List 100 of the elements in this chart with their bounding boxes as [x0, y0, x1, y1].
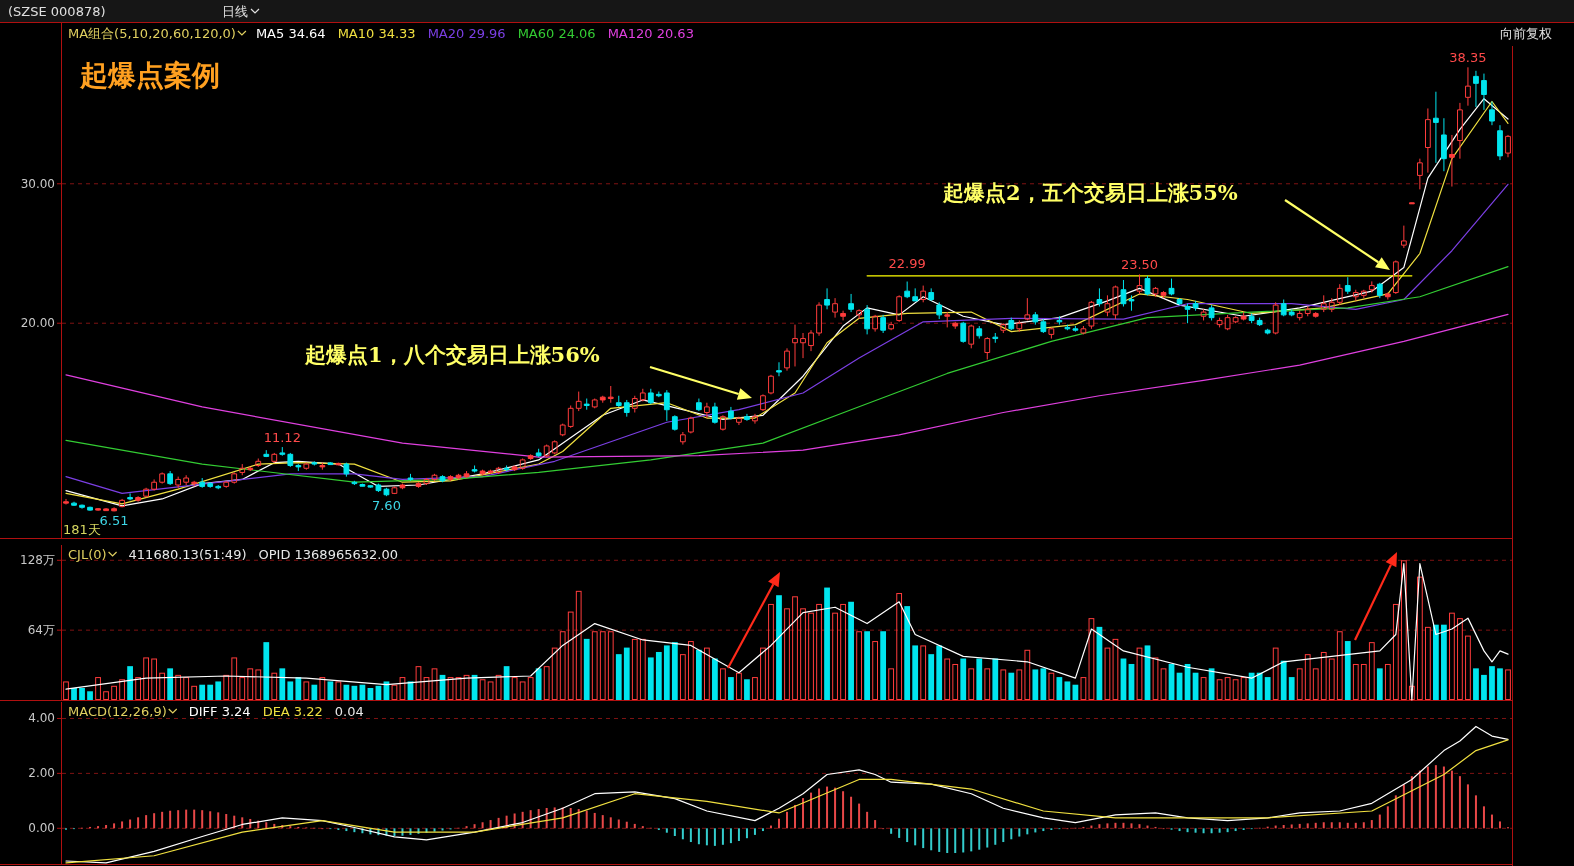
- candlestick: [872, 314, 879, 333]
- candlestick: [1080, 325, 1087, 335]
- bar: [736, 672, 742, 700]
- bar: [777, 818, 780, 829]
- bar: [768, 603, 774, 700]
- candlestick: [535, 448, 542, 458]
- bar: [1232, 679, 1239, 700]
- candlestick: [455, 473, 462, 480]
- bar: [1441, 624, 1447, 700]
- bar: [71, 687, 77, 700]
- annotation: 向前复权: [1500, 26, 1552, 41]
- candlestick: [199, 477, 206, 489]
- bar: [994, 828, 997, 845]
- bar: [1482, 806, 1485, 829]
- bar: [1098, 824, 1101, 829]
- bar: [712, 658, 718, 700]
- line-series: [65, 313, 1509, 458]
- candlestick: [968, 324, 975, 349]
- bar: [1457, 618, 1463, 700]
- candlestick: [840, 310, 846, 321]
- bar: [447, 677, 454, 700]
- bar: [1336, 631, 1343, 700]
- bar: [487, 681, 494, 700]
- bar: [890, 828, 893, 834]
- bar: [1490, 814, 1493, 829]
- bar: [127, 666, 133, 700]
- bar: [599, 631, 606, 700]
- bar: [601, 815, 604, 829]
- bar: [1032, 669, 1039, 700]
- bar: [880, 631, 887, 700]
- bar: [938, 828, 941, 852]
- bar: [559, 631, 566, 700]
- bar: [866, 811, 869, 829]
- bar: [1322, 822, 1325, 829]
- bar: [535, 668, 542, 700]
- bar: [1018, 828, 1021, 837]
- bar: [527, 677, 534, 700]
- bar: [463, 674, 470, 700]
- candlestick: [143, 487, 149, 499]
- candlestick: [1208, 304, 1215, 321]
- bar: [1402, 784, 1405, 829]
- candlestick: [1088, 300, 1095, 330]
- bar: [944, 658, 951, 700]
- candlestick: [1416, 158, 1423, 190]
- bar: [241, 817, 244, 829]
- candlestick: [1304, 306, 1311, 317]
- candlestick: [663, 389, 670, 422]
- bar: [615, 654, 622, 700]
- candlestick: [679, 431, 686, 446]
- bar: [481, 822, 484, 829]
- bar: [287, 681, 294, 700]
- bar: [519, 681, 526, 700]
- bar: [303, 681, 310, 700]
- bar: [1288, 677, 1295, 700]
- bar: [912, 645, 919, 700]
- candlestick: [479, 469, 486, 476]
- candlestick: [207, 481, 214, 489]
- bar: [95, 677, 101, 700]
- annotation: 38.35: [1449, 50, 1487, 66]
- candlestick: [391, 485, 398, 495]
- text: 起爆点案例: [79, 59, 220, 92]
- bar: [874, 820, 877, 829]
- bar: [159, 672, 166, 700]
- bar: [567, 611, 574, 700]
- bar: [858, 803, 861, 829]
- candlestick: [607, 385, 614, 404]
- bar: [850, 796, 853, 829]
- bar: [1210, 828, 1213, 834]
- annotation: 181天: [63, 522, 101, 537]
- bar: [1320, 651, 1327, 700]
- candlestick: [159, 471, 166, 485]
- bar: [1130, 823, 1133, 829]
- bar: [842, 791, 845, 829]
- candlestick: [1216, 317, 1223, 328]
- line-series: [65, 183, 1509, 494]
- candlestick: [1232, 315, 1239, 324]
- candlestick: [271, 452, 278, 464]
- candlestick: [319, 462, 326, 471]
- bar: [473, 824, 476, 829]
- bar: [1360, 663, 1367, 700]
- bar: [1312, 668, 1319, 700]
- bar: [1296, 668, 1303, 700]
- candlestick: [1016, 319, 1023, 333]
- candlestick: [912, 287, 919, 302]
- bar: [978, 828, 981, 850]
- candlestick: [655, 391, 662, 398]
- bar: [1248, 672, 1255, 700]
- bar: [201, 810, 204, 829]
- candlestick: [1288, 308, 1295, 317]
- bar: [111, 685, 117, 700]
- candlestick: [1248, 312, 1255, 324]
- bar: [1394, 795, 1397, 829]
- candlestick: [127, 492, 133, 501]
- bar: [784, 608, 790, 700]
- bar: [279, 668, 286, 700]
- bar: [1378, 814, 1381, 829]
- bar: [848, 601, 854, 700]
- bar: [1330, 822, 1333, 829]
- bar: [936, 645, 943, 700]
- bar: [175, 674, 182, 700]
